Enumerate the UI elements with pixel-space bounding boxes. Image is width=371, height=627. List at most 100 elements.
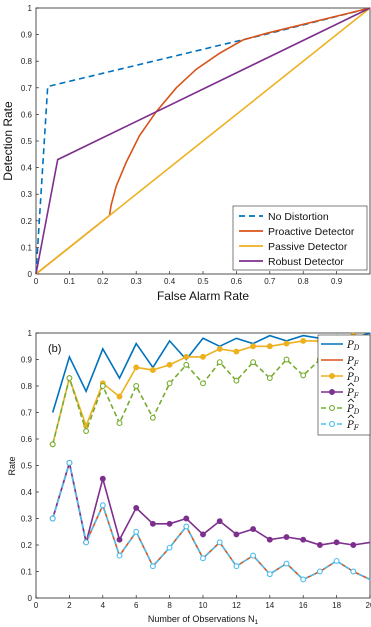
roc-line-passive-detector	[35, 7, 371, 275]
rate-series-4-point	[200, 380, 206, 387]
rate-series-2-point	[183, 353, 190, 360]
rate-series-4-point	[83, 428, 90, 434]
rate-series-4-point	[49, 441, 56, 448]
rate-panel-label: (b)	[48, 343, 61, 355]
rate-legend-label-base: P	[346, 356, 354, 367]
roc-y-tick-label: 0.3	[21, 190, 33, 199]
rate-legend-label-sub: D	[353, 344, 360, 352]
rate-legend-marker-2	[329, 373, 335, 379]
rate-y-tick-label: 0	[28, 594, 33, 603]
rate-legend-label-base: P	[346, 420, 354, 431]
rate-x-tick-label: 10	[199, 601, 208, 610]
rate-series-5-point	[99, 502, 106, 509]
rate-x-axis-label: Number of Observations N1	[148, 614, 259, 626]
rate-y-tick-label: 0.7	[21, 409, 33, 418]
rate-series-3-point	[316, 542, 323, 548]
rate-y-tick-label: 0.5	[21, 462, 33, 471]
rate-y-tick-label: 0.4	[21, 488, 33, 497]
rate-legend-marker-3	[329, 389, 335, 395]
rate-series-0-line	[51, 332, 371, 413]
roc-line-robust-detector	[35, 7, 371, 275]
roc-legend-label-proactive-detector: Proactive Detector	[268, 226, 355, 238]
rate-legend-label-5: PF	[346, 420, 360, 432]
rate-series-5-point	[300, 576, 307, 583]
rate-series-5-point	[149, 563, 156, 570]
rate-series-3-point	[350, 542, 357, 548]
rate-series-5-line	[51, 462, 371, 581]
rate-series-4-point	[216, 359, 223, 366]
rate-series-5-point	[133, 528, 140, 535]
rate-series-4-point	[300, 372, 307, 379]
rate-series-2-point	[283, 340, 290, 347]
rate-series-5-point	[216, 539, 223, 546]
roc-y-tick-label: 0.7	[21, 84, 33, 93]
roc-legend-box	[232, 205, 368, 271]
rate-legend-label-3: PF	[346, 388, 360, 400]
rate-series-2-point	[216, 345, 223, 352]
rate-x-axis-label-sub: 1	[254, 619, 258, 626]
rate-y-tick-label: 0.1	[21, 568, 33, 577]
rate-y-axis-label: Rate	[7, 456, 17, 475]
rate-series-2-point	[233, 348, 240, 355]
rate-legend-hat-icon	[347, 398, 355, 403]
rate-y-tick-label: 0.9	[21, 356, 33, 365]
rate-x-tick-label: 8	[167, 601, 172, 610]
rate-x-tick-label: 12	[232, 601, 241, 610]
rate-legend-label-sub: D	[353, 408, 360, 416]
roc-legend-label-no-distortion: No Distortion	[268, 211, 329, 223]
roc-x-tick-label: 0.7	[264, 277, 276, 286]
roc-y-tick-label: 0.5	[21, 137, 33, 146]
rate-series-5-point	[183, 523, 190, 530]
rate-legend-label-1: PF	[346, 356, 360, 368]
rate-series-5-point	[316, 568, 323, 575]
roc-x-tick-label: 0.8	[298, 277, 310, 286]
rate-series-3-point	[216, 518, 223, 525]
roc-y-tick-label: 1	[28, 4, 33, 13]
rate-series-5-point	[250, 552, 257, 559]
roc-x-tick-label: 0.4	[164, 277, 176, 286]
rate-x-tick-label: 6	[134, 601, 139, 610]
rate-y-tick-label: 0.6	[21, 435, 33, 444]
rate-series-3-point	[149, 520, 156, 527]
rate-series-3-point	[233, 531, 240, 538]
rate-x-tick-label: 16	[299, 601, 308, 610]
rate-series-3-point	[183, 515, 190, 522]
rate-x-axis-label-main: Number of Observations N	[148, 614, 255, 624]
rate-chart: 0 2 4 6 8 10 12 14 16 18 20 0 0.1 0.2 0.3 0.4 0.5 0.6 0.7…	[7, 329, 371, 626]
roc-legend-label-robust-detector: Robust Detector	[268, 256, 344, 268]
rate-y-tick-label: 0.3	[21, 515, 33, 524]
roc-y-tick-label: 0	[28, 270, 33, 279]
rate-y-tick-label: 1	[28, 329, 33, 338]
rate-series-3-point	[133, 504, 140, 511]
roc-y-tick-label: 0.1	[21, 243, 33, 252]
rate-legend-box	[317, 334, 371, 436]
rate-legend-label-sub: F	[353, 392, 360, 400]
rate-series-4-point	[66, 375, 73, 381]
rate-series-2-point	[149, 367, 156, 374]
rate-series-5-point	[66, 459, 73, 466]
roc-line-no-distortion	[35, 7, 371, 275]
rate-series-3-point	[99, 475, 106, 482]
rate-series-4-point	[183, 361, 190, 368]
roc-legend: No Distortion Proactive Detector Passive D…	[232, 205, 368, 271]
rate-series-3-point	[166, 520, 173, 527]
rate-legend-marker-5	[329, 421, 335, 427]
rate-series-4-point	[133, 383, 140, 389]
rate-series-3-point	[283, 534, 290, 540]
rate-series-5-point	[116, 552, 123, 559]
roc-x-tick-label: 0.9	[331, 277, 343, 286]
rate-series-3-point	[250, 526, 257, 533]
rate-series-3-point	[200, 531, 206, 538]
rate-series-2-point	[250, 343, 257, 350]
roc-x-tick-label: 0.1	[64, 277, 76, 286]
rate-x-tick-label: 2	[67, 601, 72, 610]
rate-legend-label-sub: F	[353, 424, 360, 432]
rate-series-4-point	[149, 414, 156, 421]
rate-series-5-point	[266, 571, 273, 578]
rate-legend-label-base: P	[346, 404, 354, 415]
rate-series-2-point	[116, 393, 123, 400]
rate-legend-marker-4	[329, 405, 335, 411]
rate-series-5-point	[283, 560, 290, 567]
rate-series-5-point	[200, 555, 206, 562]
